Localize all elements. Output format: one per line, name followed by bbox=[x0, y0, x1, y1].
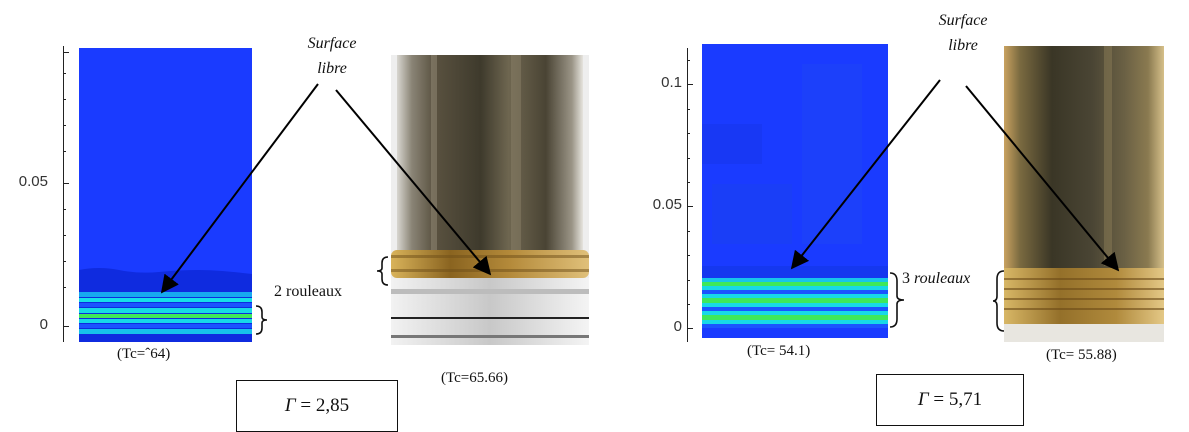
right-y-tick bbox=[687, 109, 690, 110]
left-simulation-image bbox=[79, 48, 252, 342]
right-gamma-value: = 5,71 bbox=[928, 389, 983, 410]
right-simulation-caption: (Tc= 54.1) bbox=[747, 343, 811, 359]
right-y-tick bbox=[687, 158, 690, 159]
left-y-tick bbox=[63, 326, 69, 327]
left-y-tick bbox=[63, 261, 66, 262]
left-y-tick bbox=[63, 151, 66, 152]
right-experiment-photo bbox=[1004, 46, 1164, 342]
right-y-tick bbox=[687, 255, 690, 256]
left-simulation-caption: (Tc=ˆ64) bbox=[117, 346, 171, 362]
left-gamma-box: Γ = 2,85 bbox=[236, 380, 398, 432]
left-y-tick bbox=[63, 99, 66, 100]
right-y-tick bbox=[687, 182, 690, 183]
left-gamma-symbol: Γ bbox=[284, 395, 296, 416]
left-y-tick bbox=[63, 235, 66, 236]
left-experiment-photo bbox=[391, 55, 589, 345]
right-y-tick bbox=[687, 60, 690, 61]
right-y-tick bbox=[687, 133, 690, 134]
right-photo-drawing bbox=[1004, 46, 1164, 342]
left-y-tick bbox=[63, 125, 66, 126]
left-y-tick bbox=[63, 183, 69, 184]
left-y-tick bbox=[63, 287, 66, 288]
right-annotation-line1: Surface bbox=[938, 12, 988, 29]
left-simulation-contours bbox=[79, 48, 252, 342]
left-photo-brace bbox=[376, 256, 389, 286]
right-rollers-number: 3 bbox=[902, 270, 910, 287]
right-arrow-to-photo bbox=[965, 85, 1120, 272]
right-photo-caption: (Tc= 55.88) bbox=[1046, 347, 1117, 363]
left-annotation-line2: libre bbox=[317, 60, 347, 77]
left-rollers-label: 2 rouleaux bbox=[274, 283, 342, 300]
right-simulation-image bbox=[702, 44, 888, 338]
right-simulation-contours bbox=[702, 44, 888, 338]
right-annotation-line2: libre bbox=[948, 37, 978, 54]
left-y-axis bbox=[63, 46, 64, 342]
left-arrow-to-simulation bbox=[160, 83, 319, 294]
left-annotation-line1: Surface bbox=[307, 35, 357, 52]
right-gamma-box: Γ = 5,71 bbox=[876, 374, 1024, 426]
right-y-tick bbox=[687, 280, 690, 281]
left-arrow-to-photo bbox=[335, 89, 492, 276]
right-y-tick-label: 0 bbox=[673, 318, 682, 335]
left-y-tick bbox=[63, 209, 66, 210]
right-rollers-label: 3 rouleaux bbox=[902, 270, 970, 288]
right-y-tick-label: 0.1 bbox=[661, 74, 682, 91]
left-photo-caption: (Tc=65.66) bbox=[441, 370, 508, 386]
right-rollers-brace bbox=[889, 272, 905, 328]
left-y-tick-label: 0.05 bbox=[18, 173, 48, 190]
right-y-tick bbox=[687, 304, 690, 305]
left-rollers-brace bbox=[255, 305, 268, 335]
right-y-axis bbox=[687, 48, 688, 342]
right-photo-brace bbox=[992, 270, 1005, 332]
right-rollers-word: rouleaux bbox=[914, 270, 971, 287]
left-photo-drawing bbox=[391, 55, 589, 345]
left-surface-annotation: Surface libre bbox=[287, 31, 377, 81]
left-y-tick bbox=[63, 52, 69, 53]
right-y-tick bbox=[687, 206, 693, 207]
right-y-tick-label: 0.05 bbox=[652, 196, 682, 213]
left-y-tick bbox=[63, 73, 66, 74]
right-gamma-symbol: Γ bbox=[917, 389, 929, 410]
right-surface-annotation: Surface libre bbox=[918, 8, 1008, 58]
left-y-tick-label: 0 bbox=[39, 316, 48, 333]
right-y-tick bbox=[687, 328, 693, 329]
right-arrow-to-simulation bbox=[790, 79, 941, 270]
right-y-tick bbox=[687, 84, 693, 85]
right-y-tick bbox=[687, 231, 690, 232]
left-gamma-value: = 2,85 bbox=[295, 395, 350, 416]
